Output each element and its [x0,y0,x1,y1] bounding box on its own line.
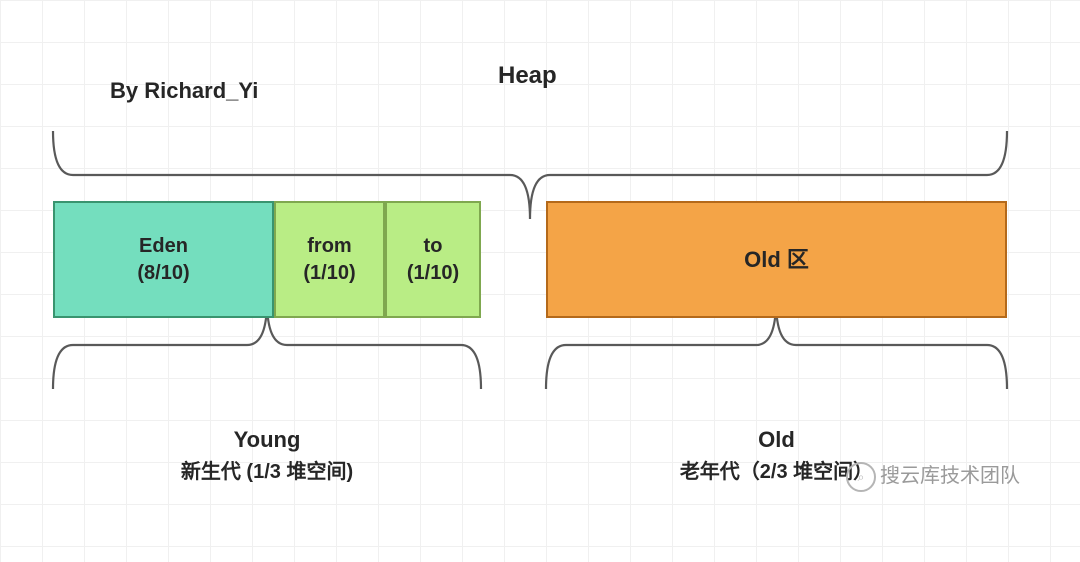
to-ratio: (1/10) [407,262,459,284]
to-block: to (1/10) [385,201,481,318]
watermark-text: 搜云库技术团队 [880,465,1020,487]
old-title: Old 区 [744,247,809,272]
watermark: ⌕搜云库技术团队 [846,459,1020,492]
heap-label: Heap [498,62,557,90]
old-title: Old [758,427,795,452]
eden-ratio: (8/10) [137,262,189,284]
young-sub: 新生代 (1/3 堆空间) [181,461,353,483]
from-title: from [307,235,351,257]
search-icon: ⌕ [846,462,876,492]
from-ratio: (1/10) [303,262,355,284]
from-block: from (1/10) [274,201,385,318]
old-sub: 老年代（2/3 堆空间） [680,461,873,483]
old-block: Old 区 [546,201,1007,318]
young-title: Young [234,427,301,452]
eden-block: Eden (8/10) [53,201,274,318]
diagram-canvas: By Richard_Yi Heap Eden (8/10) from (1/1… [0,0,1080,562]
eden-title: Eden [139,235,188,257]
to-title: to [424,235,443,257]
author-label: By Richard_Yi [110,78,258,104]
young-group-label: Young 新生代 (1/3 堆空间) [0,425,534,487]
